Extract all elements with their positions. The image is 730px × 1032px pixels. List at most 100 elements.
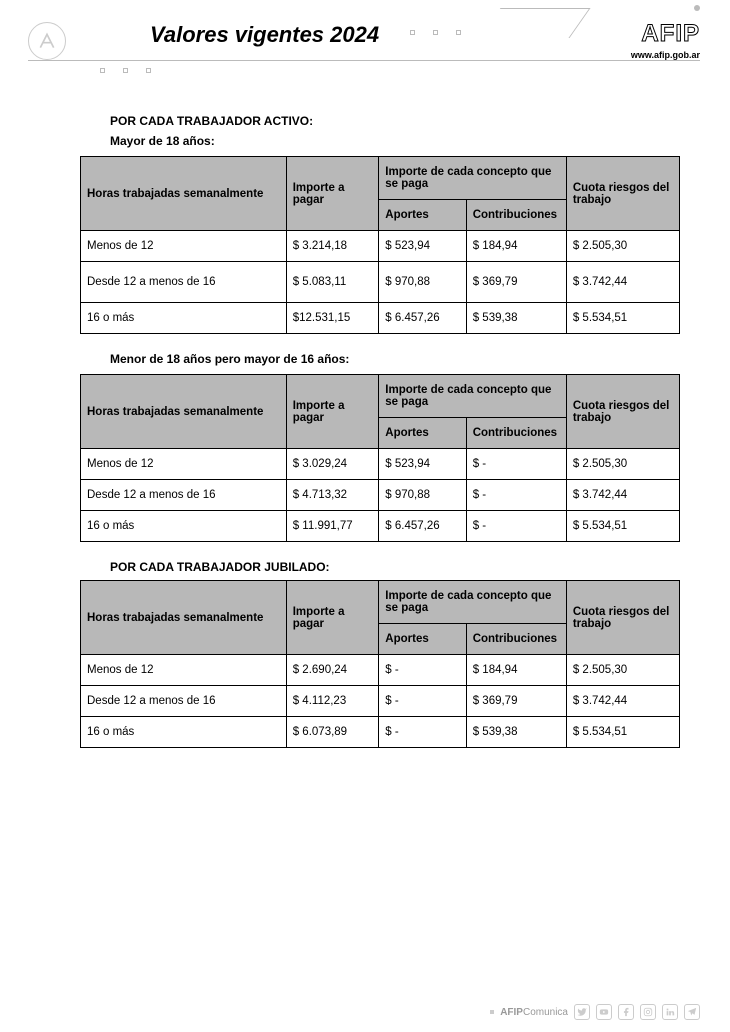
cell-value: $ 369,79	[466, 686, 566, 717]
linkedin-icon	[662, 1004, 678, 1020]
brand-url: www.afip.gob.ar	[631, 50, 700, 60]
th-contrib: Contribuciones	[466, 200, 566, 231]
table-activo-mayor18: Horas trabajadas semanalmente Importe a …	[80, 156, 680, 334]
cell-label: Desde 12 a menos de 16	[81, 686, 287, 717]
cell-label: Menos de 12	[81, 655, 287, 686]
table-row: Menos de 12 $ 3.214,18 $ 523,94 $ 184,94…	[81, 231, 680, 262]
table-row: Desde 12 a menos de 16 $ 4.112,23 $ - $ …	[81, 686, 680, 717]
brand-text: AFIP	[631, 20, 700, 48]
th-aportes: Aportes	[379, 418, 466, 449]
cell-value: $ 3.742,44	[566, 480, 679, 511]
page-header: Valores vigentes 2024 AFIP www.afip.gob.…	[0, 0, 730, 90]
cell-value: $ 3.742,44	[566, 262, 679, 303]
cell-value: $ 523,94	[379, 231, 466, 262]
cell-value: $ 4.112,23	[286, 686, 379, 717]
table-row: Menos de 12 $ 3.029,24 $ 523,94 $ - $ 2.…	[81, 449, 680, 480]
cell-label: Desde 12 a menos de 16	[81, 480, 287, 511]
cell-label: 16 o más	[81, 511, 287, 542]
th-concepto: Importe de cada concepto que se paga	[379, 581, 567, 624]
th-concepto: Importe de cada concepto que se paga	[379, 157, 567, 200]
table-row: 16 o más $12.531,15 $ 6.457,26 $ 539,38 …	[81, 303, 680, 334]
cell-value: $ -	[466, 480, 566, 511]
table-row: Menos de 12 $ 2.690,24 $ - $ 184,94 $ 2.…	[81, 655, 680, 686]
th-importe: Importe a pagar	[286, 581, 379, 655]
cell-value: $ 3.214,18	[286, 231, 379, 262]
header-line	[28, 60, 700, 61]
th-horas: Horas trabajadas semanalmente	[81, 375, 287, 449]
cell-label: Menos de 12	[81, 449, 287, 480]
cell-value: $ 5.083,11	[286, 262, 379, 303]
cell-value: $ 3.742,44	[566, 686, 679, 717]
cell-label: 16 o más	[81, 717, 287, 748]
th-cuota: Cuota riesgos del trabajo	[566, 581, 679, 655]
decor-dots-top	[410, 30, 461, 35]
cell-value: $ 539,38	[466, 717, 566, 748]
section3-title: POR CADA TRABAJADOR JUBILADO:	[110, 560, 680, 574]
th-aportes: Aportes	[379, 200, 466, 231]
th-contrib: Contribuciones	[466, 624, 566, 655]
table-row: 16 o más $ 11.991,77 $ 6.457,26 $ - $ 5.…	[81, 511, 680, 542]
cell-value: $ 970,88	[379, 480, 466, 511]
cell-label: Desde 12 a menos de 16	[81, 262, 287, 303]
th-cuota: Cuota riesgos del trabajo	[566, 375, 679, 449]
cell-label: Menos de 12	[81, 231, 287, 262]
twitter-icon	[574, 1004, 590, 1020]
logo-circle-icon	[28, 22, 66, 60]
decor-dot	[490, 1010, 494, 1014]
section1-title: POR CADA TRABAJADOR ACTIVO:	[110, 114, 680, 128]
table-row: Desde 12 a menos de 16 $ 4.713,32 $ 970,…	[81, 480, 680, 511]
footer-brand: AFIPComunica	[500, 1007, 568, 1018]
cell-value: $ 5.534,51	[566, 717, 679, 748]
cell-value: $ 2.690,24	[286, 655, 379, 686]
section1-subtitle: Mayor de 18 años:	[110, 134, 680, 148]
table-jubilado: Horas trabajadas semanalmente Importe a …	[80, 580, 680, 748]
table-row: Desde 12 a menos de 16 $ 5.083,11 $ 970,…	[81, 262, 680, 303]
th-horas: Horas trabajadas semanalmente	[81, 157, 287, 231]
cell-value: $ 2.505,30	[566, 231, 679, 262]
table-activo-menor18: Horas trabajadas semanalmente Importe a …	[80, 374, 680, 542]
cell-value: $ 539,38	[466, 303, 566, 334]
cell-value: $ 5.534,51	[566, 303, 679, 334]
page-footer: AFIPComunica	[490, 1004, 700, 1020]
cell-value: $ 6.073,89	[286, 717, 379, 748]
th-importe: Importe a pagar	[286, 375, 379, 449]
decor-dot	[694, 5, 700, 11]
cell-value: $ 184,94	[466, 231, 566, 262]
cell-value: $ 4.713,32	[286, 480, 379, 511]
content-area: POR CADA TRABAJADOR ACTIVO: Mayor de 18 …	[0, 90, 730, 748]
afip-logo: AFIP www.afip.gob.ar	[631, 20, 700, 60]
section2-subtitle: Menor de 18 años pero mayor de 16 años:	[110, 352, 680, 366]
page-title: Valores vigentes 2024	[150, 22, 379, 48]
cell-value: $ 2.505,30	[566, 655, 679, 686]
cell-value: $ 523,94	[379, 449, 466, 480]
decor-dots-left	[100, 68, 151, 73]
telegram-icon	[684, 1004, 700, 1020]
cell-value: $ -	[379, 717, 466, 748]
table-row: 16 o más $ 6.073,89 $ - $ 539,38 $ 5.534…	[81, 717, 680, 748]
cell-value: $ 11.991,77	[286, 511, 379, 542]
cell-value: $ -	[379, 686, 466, 717]
cell-value: $ 6.457,26	[379, 511, 466, 542]
th-horas: Horas trabajadas semanalmente	[81, 581, 287, 655]
th-cuota: Cuota riesgos del trabajo	[566, 157, 679, 231]
decor-bracket	[479, 8, 590, 38]
cell-label: 16 o más	[81, 303, 287, 334]
cell-value: $ 970,88	[379, 262, 466, 303]
youtube-icon	[596, 1004, 612, 1020]
th-aportes: Aportes	[379, 624, 466, 655]
cell-value: $ -	[466, 449, 566, 480]
cell-value: $12.531,15	[286, 303, 379, 334]
cell-value: $ 6.457,26	[379, 303, 466, 334]
th-concepto: Importe de cada concepto que se paga	[379, 375, 567, 418]
facebook-icon	[618, 1004, 634, 1020]
cell-value: $ 5.534,51	[566, 511, 679, 542]
instagram-icon	[640, 1004, 656, 1020]
cell-value: $ 3.029,24	[286, 449, 379, 480]
cell-value: $ -	[466, 511, 566, 542]
th-contrib: Contribuciones	[466, 418, 566, 449]
cell-value: $ 2.505,30	[566, 449, 679, 480]
cell-value: $ 369,79	[466, 262, 566, 303]
th-importe: Importe a pagar	[286, 157, 379, 231]
cell-value: $ -	[379, 655, 466, 686]
cell-value: $ 184,94	[466, 655, 566, 686]
